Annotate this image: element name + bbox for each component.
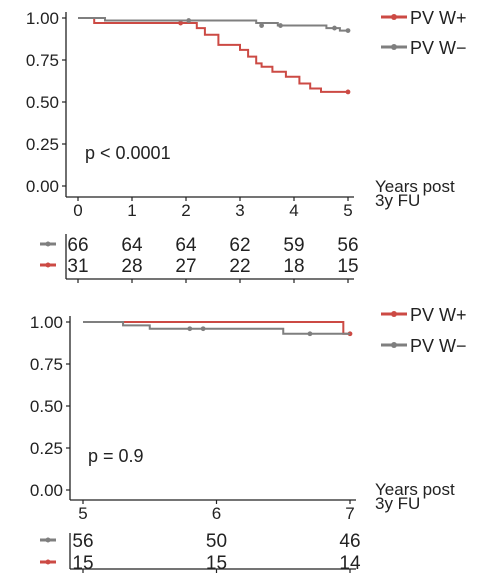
x-axis-label-line-1: Years post xyxy=(375,177,455,196)
y-tick-label: 0.50 xyxy=(30,397,63,416)
risk-row-marker-pv-w-plus xyxy=(45,559,51,565)
censor-mark-pv-w-minus xyxy=(307,331,313,337)
legend-label-pv-w-minus: PV W− xyxy=(410,38,467,58)
y-tick-label: 1.00 xyxy=(26,9,59,28)
risk-row-marker-pv-w-plus xyxy=(45,262,51,268)
x-axis-label-line-2: 3y FU xyxy=(375,191,420,210)
risk-count-pv-w-plus: 18 xyxy=(283,256,304,277)
censor-mark-pv-w-minus xyxy=(187,326,193,332)
risk-count-pv-w-plus: 15 xyxy=(72,553,93,574)
risk-count-pv-w-minus: 64 xyxy=(175,235,197,256)
censor-mark-pv-w-minus xyxy=(278,23,283,28)
km-curve-pv-w-minus xyxy=(83,321,350,335)
legend-label-pv-w-plus: PV W+ xyxy=(410,305,467,325)
y-tick-label: 0.25 xyxy=(30,439,63,458)
x-tick-label: 4 xyxy=(289,201,298,220)
risk-count-pv-w-plus: 15 xyxy=(206,553,227,574)
legend-marker-pv-w-minus xyxy=(391,342,397,348)
x-tick-label: 5 xyxy=(78,504,87,523)
legend-marker-pv-w-plus xyxy=(391,311,397,317)
censor-mark-pv-w-minus xyxy=(200,326,206,332)
y-tick-label: 0.50 xyxy=(26,93,59,112)
risk-table: 66 64 64 62 59 56 31 28 27 22 18 15 xyxy=(40,234,359,283)
x-axis-label-line-1: Years post xyxy=(375,480,455,499)
km-curve-pv-w-minus xyxy=(78,17,348,32)
censor-mark-pv-w-minus xyxy=(332,25,337,31)
risk-count-pv-w-minus: 64 xyxy=(121,235,143,256)
risk-count-pv-w-minus: 56 xyxy=(337,235,358,256)
risk-count-pv-w-minus: 46 xyxy=(339,531,360,552)
x-tick-label: 6 xyxy=(212,504,221,523)
risk-row-marker-pv-w-minus xyxy=(45,537,51,543)
risk-count-pv-w-plus: 27 xyxy=(175,256,196,277)
y-tick-label: 0.00 xyxy=(30,481,63,500)
risk-count-pv-w-minus: 62 xyxy=(229,235,250,256)
censor-mark-pv-w-plus xyxy=(345,89,351,95)
risk-count-pv-w-minus: 56 xyxy=(72,531,93,552)
x-tick-label: 0 xyxy=(73,201,82,220)
x-tick-label: 1 xyxy=(127,201,136,220)
y-tick-label: 0.75 xyxy=(26,51,59,70)
risk-count-pv-w-plus: 22 xyxy=(229,256,250,277)
risk-count-pv-w-plus: 14 xyxy=(339,553,361,574)
legend-marker-pv-w-plus xyxy=(391,14,397,20)
risk-count-pv-w-minus: 50 xyxy=(206,531,227,552)
p-value-annotation: p = 0.9 xyxy=(88,446,144,466)
x-tick-label: 5 xyxy=(343,201,352,220)
y-tick-label: 1.00 xyxy=(30,313,63,332)
p-value-annotation: p < 0.0001 xyxy=(85,143,171,163)
risk-count-pv-w-minus: 59 xyxy=(283,235,304,256)
x-tick-label: 3 xyxy=(235,201,244,220)
risk-count-pv-w-plus: 28 xyxy=(121,256,142,277)
risk-count-pv-w-plus: 15 xyxy=(337,256,358,277)
x-axis-label-line-2: 3y FU xyxy=(375,494,420,513)
risk-count-pv-w-minus: 66 xyxy=(67,235,88,256)
legend-label-pv-w-minus: PV W− xyxy=(410,336,467,356)
censor-mark-pv-w-minus xyxy=(345,28,351,33)
censor-mark-pv-w-plus xyxy=(178,20,184,26)
risk-row-marker-pv-w-minus xyxy=(45,241,51,247)
x-tick-label: 2 xyxy=(181,201,190,220)
censor-mark-pv-w-minus xyxy=(259,23,264,28)
legend-marker-pv-w-minus xyxy=(391,44,397,50)
censor-mark-pv-w-minus xyxy=(186,18,192,23)
y-tick-label: 0.25 xyxy=(26,135,59,154)
risk-count-pv-w-plus: 31 xyxy=(67,256,88,277)
y-tick-label: 0.00 xyxy=(26,177,59,196)
y-tick-label: 0.75 xyxy=(30,355,63,374)
km-curve-pv-w-plus xyxy=(78,17,348,93)
legend-label-pv-w-plus: PV W+ xyxy=(410,8,467,28)
x-tick-label: 7 xyxy=(345,504,354,523)
risk-table: 56 50 46 15 15 14 xyxy=(40,531,361,574)
